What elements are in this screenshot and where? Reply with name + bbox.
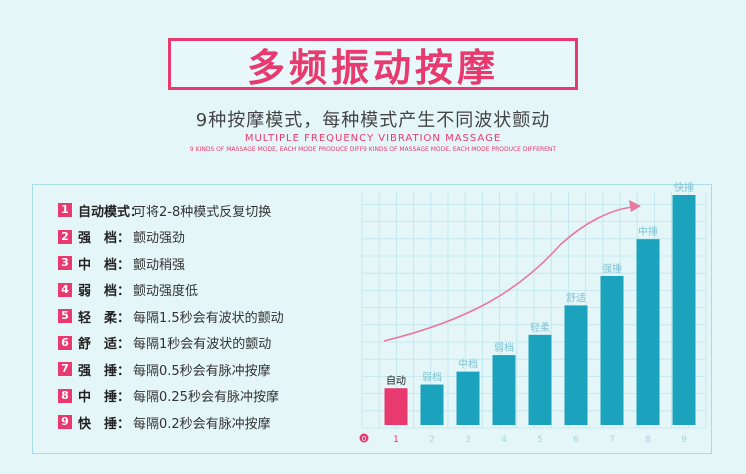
x-tick-label: 4: [501, 435, 507, 445]
mode-number-badge: 7: [58, 362, 72, 376]
mode-description: 颤动稍强: [133, 257, 186, 273]
trend-curve: [383, 206, 633, 342]
mode-item: 7 强 捶： 每隔0.5秒会有脉冲按摩: [58, 359, 271, 379]
bar-label: 弱档: [422, 371, 442, 384]
x-tick-label: 1: [393, 435, 399, 445]
trend-arrow: [629, 200, 641, 212]
mode-item: 4 弱 档： 颤动强度低: [58, 280, 198, 300]
subtitle: 9种按摩模式，每种模式产生不同波状颤动: [195, 110, 551, 131]
mode-number-badge: 4: [58, 282, 72, 297]
x-tick-label: 3: [465, 435, 471, 445]
origin-marker: [359, 433, 369, 443]
bar: [636, 239, 660, 425]
bar-label: 轻柔: [530, 321, 550, 334]
mode-number-badge: 5: [58, 309, 72, 323]
bar: [564, 305, 588, 425]
mode-name: 中 档：: [78, 257, 131, 273]
title-frame: 多频振动按摩: [168, 38, 578, 90]
x-tick-label: 2: [429, 435, 435, 445]
x-tick-label: 7: [609, 435, 615, 445]
mode-name: 轻 柔：: [78, 310, 131, 326]
mode-description: 颤动强劲: [133, 231, 186, 246]
mode-description: 每隔1秒会有波状的颤动: [133, 337, 272, 352]
mode-item: 2 强 档： 颤动强劲: [58, 227, 185, 247]
mode-description: 可将2-8种模式反复切换: [133, 204, 272, 220]
mode-number-badge: 3: [58, 256, 72, 270]
mode-item: 5 轻 柔： 每隔1.5秒会有波状的颤动: [58, 306, 284, 326]
x-tick-label: 8: [645, 435, 651, 445]
bar-label: 弱档: [494, 341, 514, 354]
mode-number-badge: 6: [58, 335, 72, 350]
bar-label: 快捶: [674, 181, 694, 194]
bar-label: 自动: [386, 374, 406, 387]
bar: [528, 334, 552, 425]
mode-name: 中 捶：: [78, 390, 131, 405]
mode-name: 自动模式：: [78, 204, 144, 220]
english-title: MULTIPLE FREQUENCY VIBRATION MASSAGE: [244, 133, 502, 144]
bar-label: 强捶: [602, 262, 622, 275]
mode-number-badge: 9: [58, 415, 72, 429]
x-tick-label: 5: [537, 435, 543, 445]
mode-name: 弱 档：: [78, 284, 131, 299]
bar-label: 中档: [458, 358, 478, 371]
bar: [384, 388, 408, 425]
mode-number-badge: 2: [58, 229, 72, 244]
x-tick-label: 6: [573, 435, 579, 445]
mode-item: 6 舒 适： 每隔1秒会有波状的颤动: [58, 333, 271, 353]
english-subtitle: 9 KINDS OF MASSAGE MODE, EACH MODE PRODU…: [189, 146, 557, 153]
mode-item: 9 快 捶： 每隔0.2秒会有脉冲按摩: [58, 412, 271, 432]
mode-name: 强 档：: [78, 231, 131, 246]
bar: [456, 371, 480, 425]
bar-label: 中捶: [638, 225, 658, 238]
bar: [672, 195, 696, 425]
mode-description: 颤动强度低: [133, 284, 199, 299]
mode-number-badge: 1: [58, 203, 72, 217]
mode-name: 强 捶：: [78, 363, 131, 379]
mode-item: 3 中 档： 颤动稍强: [58, 253, 185, 273]
origin-label: 0: [362, 435, 366, 443]
page-title: 多频振动按摩: [246, 45, 499, 90]
bar-label: 舒适: [566, 291, 586, 304]
mode-description: 每隔0.2秒会有脉冲按摩: [133, 416, 271, 432]
info-panel: [32, 184, 712, 454]
mode-description: 每隔0.5秒会有脉冲按摩: [133, 363, 271, 379]
mode-name: 舒 适：: [78, 337, 131, 352]
bar: [420, 384, 444, 425]
mode-number-badge: 8: [58, 388, 72, 403]
mode-description: 每隔1.5秒会有波状的颤动: [133, 310, 284, 326]
mode-name: 快 捶：: [78, 416, 131, 432]
bar: [492, 355, 516, 425]
mode-description: 每隔0.25秒会有脉冲按摩: [133, 390, 279, 405]
mode-item: 8 中 捶： 每隔0.25秒会有脉冲按摩: [58, 386, 279, 406]
bar: [600, 275, 624, 425]
mode-item: 1 自动模式： 可将2-8种模式反复切换: [58, 200, 271, 220]
x-tick-label: 9: [681, 435, 687, 445]
